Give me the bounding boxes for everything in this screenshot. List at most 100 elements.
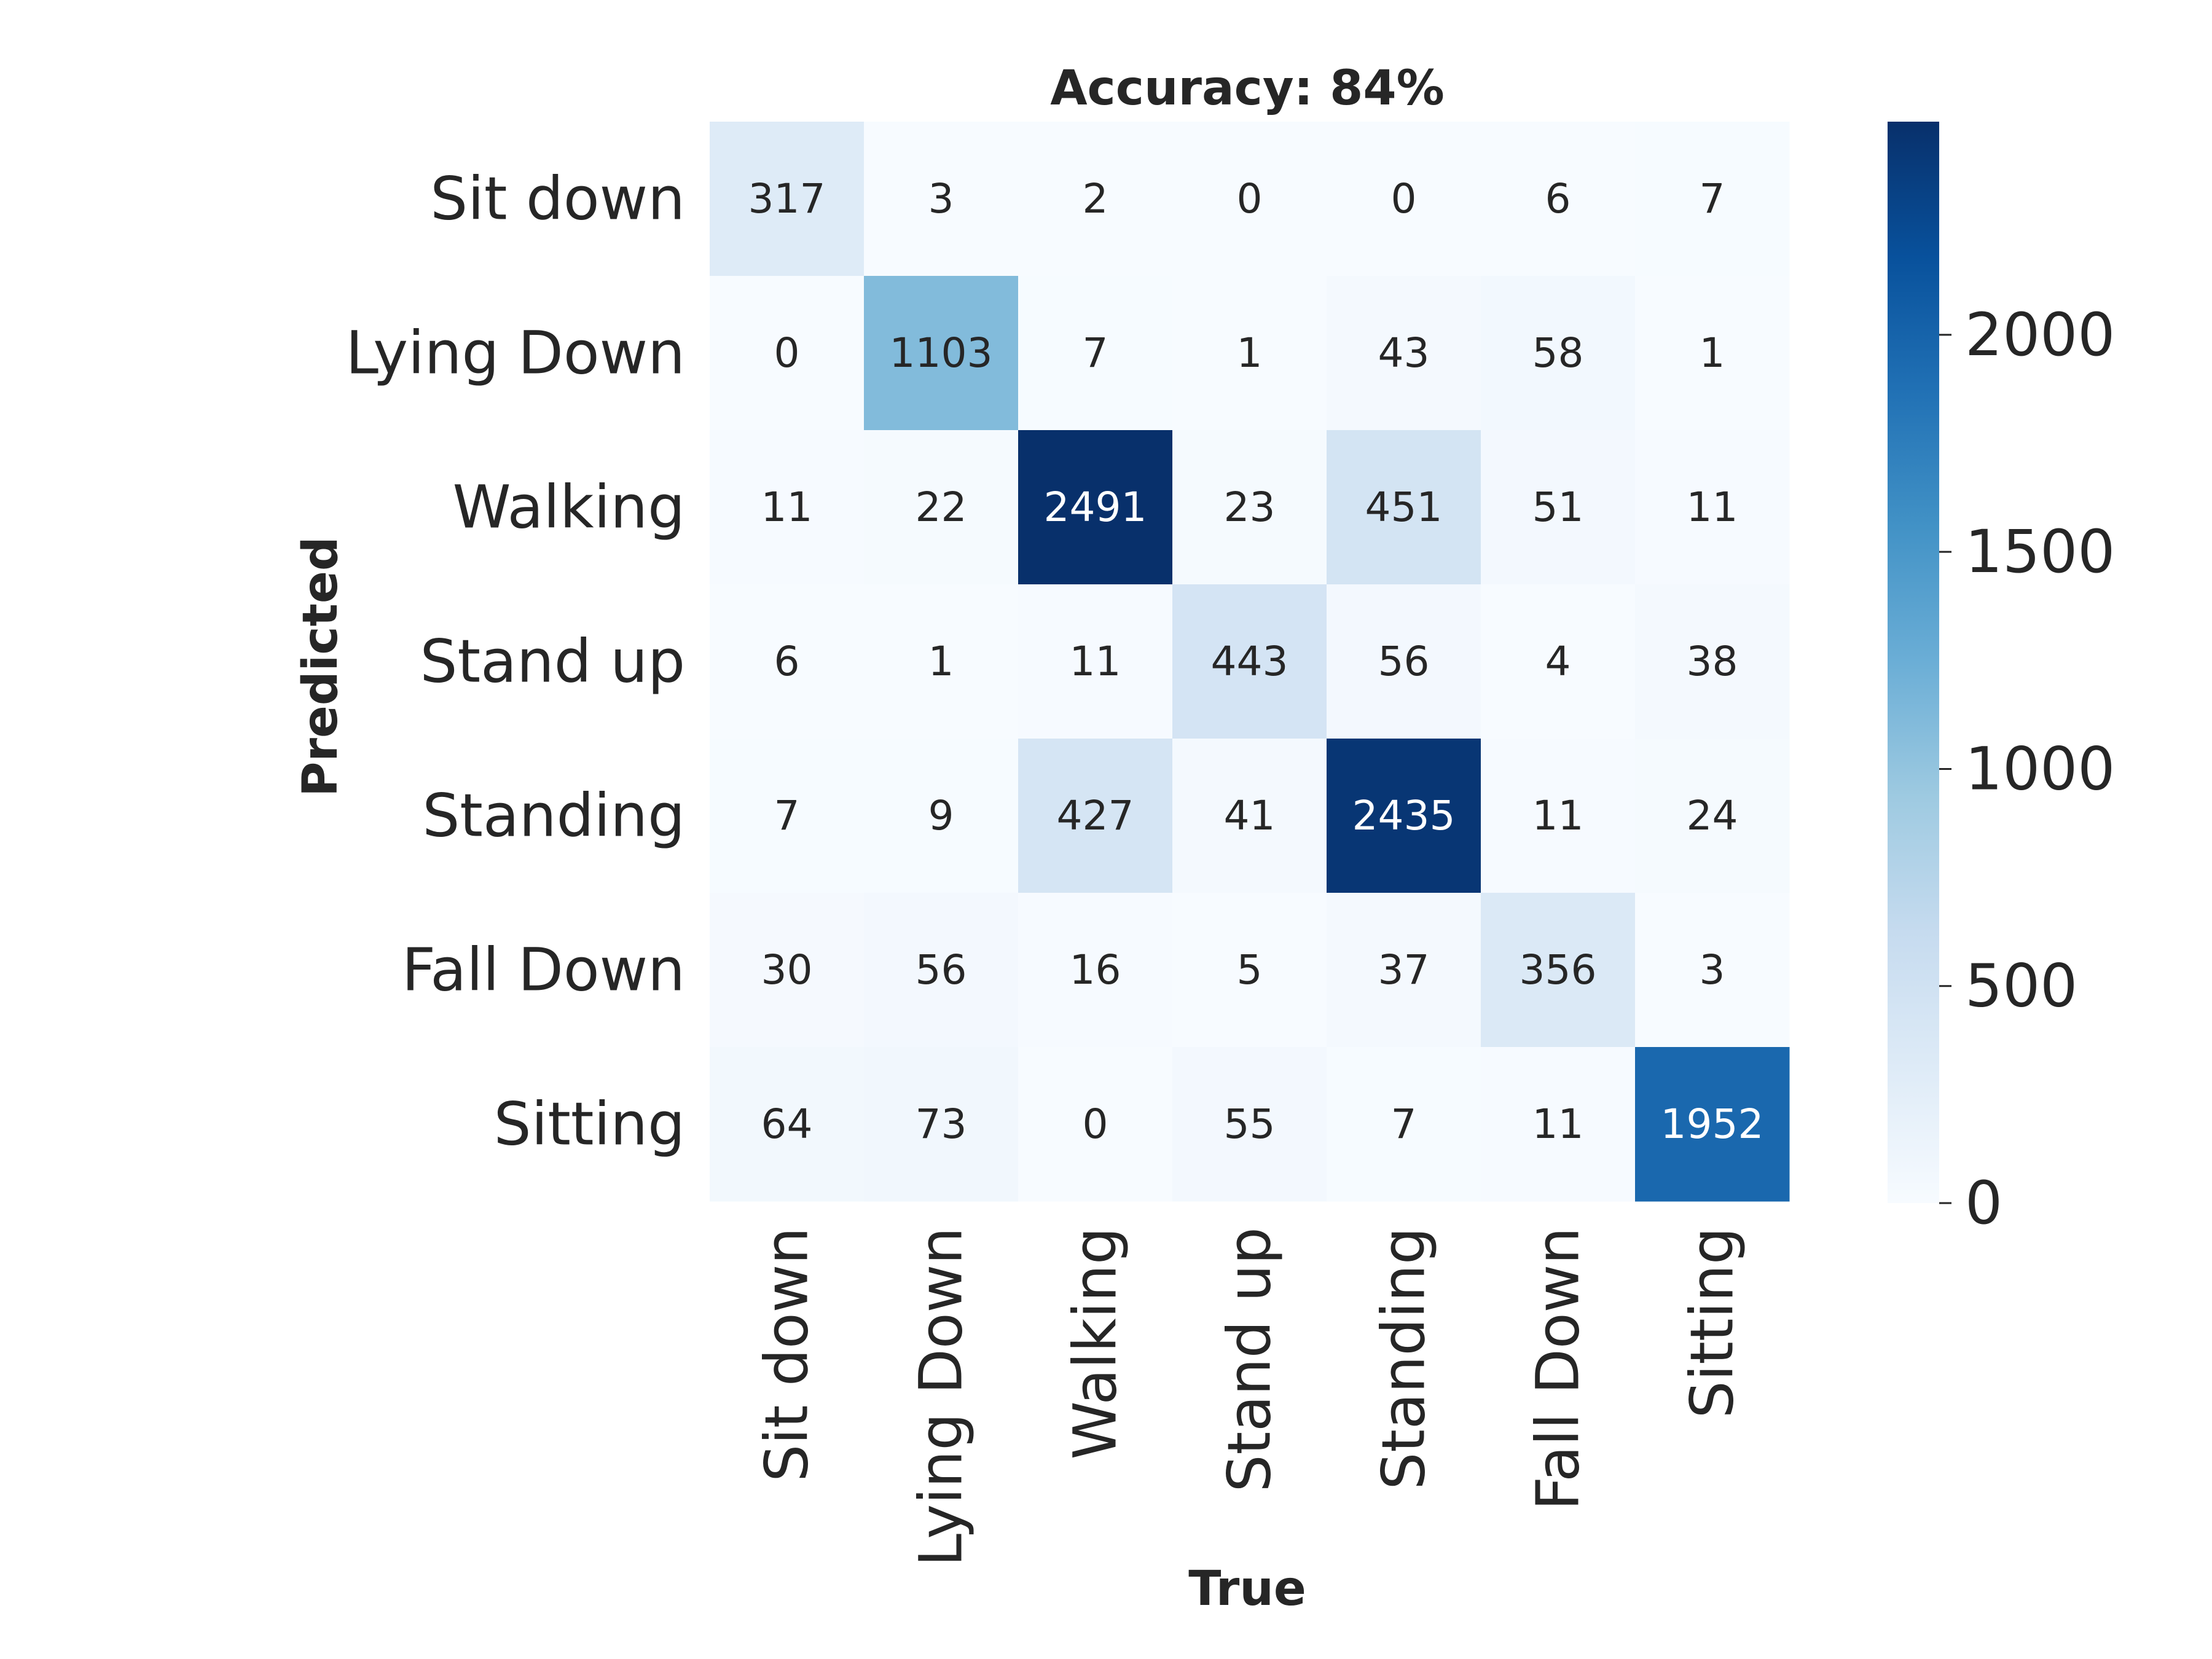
heatmap-cell bbox=[1327, 893, 1481, 1048]
heatmap-cell bbox=[1635, 430, 1790, 585]
cell-value-label: 427 bbox=[1057, 792, 1134, 839]
heatmap-cell bbox=[1327, 276, 1481, 431]
heatmap-cell bbox=[710, 1047, 865, 1202]
cell-value-label: 6 bbox=[1545, 175, 1571, 222]
cell-value-label: 51 bbox=[1532, 484, 1584, 531]
heatmap-cell bbox=[1172, 584, 1327, 739]
y-tick-label-walking: Walking bbox=[453, 473, 685, 542]
cell-value-label: 1952 bbox=[1661, 1100, 1764, 1148]
cell-value-label: 43 bbox=[1378, 329, 1430, 377]
heatmap-cell bbox=[1481, 1047, 1636, 1202]
heatmap-cell bbox=[710, 739, 865, 893]
heatmap-cell bbox=[1018, 276, 1173, 431]
heatmap-cell bbox=[710, 276, 865, 431]
heatmap-cell-labels: 317 3 2 0 0 6 70 1103 7 1 43 58 111 22 2491 23 451 51 116 1… bbox=[748, 175, 1764, 1148]
heatmap-cell bbox=[1018, 122, 1173, 276]
heatmap-cell bbox=[1172, 276, 1327, 431]
heatmap-cell bbox=[1635, 276, 1790, 431]
heatmap-cell bbox=[864, 739, 1019, 893]
cell-value-label: 7 bbox=[1391, 1100, 1417, 1148]
y-tick-label-fall-down: Fall Down bbox=[402, 936, 685, 1005]
x-tick-label-sitting: Sitting bbox=[1678, 1227, 1747, 1418]
heatmap-cell bbox=[1018, 430, 1173, 585]
heatmap-cell bbox=[864, 893, 1019, 1048]
cell-value-label: 11 bbox=[1532, 1100, 1584, 1148]
heatmap-cell bbox=[1635, 122, 1790, 276]
colorbar-tick-label: 1000 bbox=[1965, 734, 2115, 803]
cell-value-label: 1103 bbox=[890, 329, 993, 377]
cell-value-label: 451 bbox=[1365, 484, 1443, 531]
cell-value-label: 6 bbox=[774, 638, 800, 685]
heatmap-cell bbox=[864, 122, 1019, 276]
colorbar-gradient bbox=[1888, 122, 1939, 1203]
cell-value-label: 4 bbox=[1545, 638, 1571, 685]
colorbar-ticks: 0 500 1000 1500 2000 bbox=[1939, 300, 2115, 1237]
colorbar-tick-label: 0 bbox=[1965, 1169, 2002, 1237]
x-tick-label-walking: Walking bbox=[1061, 1227, 1130, 1459]
heatmap-cell bbox=[1481, 584, 1636, 739]
cell-value-label: 24 bbox=[1687, 792, 1738, 839]
x-tick-label-stand-up: Stand up bbox=[1215, 1227, 1284, 1492]
heatmap-cell bbox=[1635, 893, 1790, 1048]
heatmap-cell bbox=[1172, 430, 1327, 585]
cell-value-label: 23 bbox=[1224, 484, 1276, 531]
cell-value-label: 22 bbox=[916, 484, 967, 531]
heatmap-cell bbox=[1172, 739, 1327, 893]
heatmap-cell bbox=[1481, 430, 1636, 585]
cell-value-label: 16 bbox=[1070, 946, 1121, 994]
cell-value-label: 1 bbox=[928, 638, 954, 685]
cell-value-label: 38 bbox=[1687, 638, 1738, 685]
heatmap-cell bbox=[1327, 584, 1481, 739]
x-axis-label: True bbox=[1188, 1561, 1306, 1617]
x-tick-labels: Sit down Lying Down Walking Stand up Standin… bbox=[753, 1227, 1747, 1566]
colorbar-tick-label: 2000 bbox=[1965, 300, 2115, 369]
cell-value-label: 30 bbox=[761, 946, 813, 994]
y-axis-label: Predicted bbox=[293, 536, 348, 796]
heatmap-cell bbox=[710, 122, 865, 276]
heatmap-cell bbox=[864, 430, 1019, 585]
heatmap-cell bbox=[864, 276, 1019, 431]
heatmap-cell bbox=[1481, 276, 1636, 431]
y-tick-labels: Sit down Lying Down Walking Stand up Standin… bbox=[346, 165, 685, 1159]
heatmap-cell bbox=[1018, 893, 1173, 1048]
heatmap-cell bbox=[1481, 893, 1636, 1048]
cell-value-label: 56 bbox=[1378, 638, 1430, 685]
cell-value-label: 1 bbox=[1700, 329, 1725, 377]
heatmap-cell bbox=[1635, 739, 1790, 893]
cell-value-label: 0 bbox=[1083, 1100, 1108, 1148]
cell-value-label: 7 bbox=[1700, 175, 1725, 222]
cell-value-label: 1 bbox=[1237, 329, 1263, 377]
cell-value-label: 0 bbox=[1391, 175, 1417, 222]
cell-value-label: 3 bbox=[928, 175, 954, 222]
heatmap-cell bbox=[1327, 1047, 1481, 1202]
cell-value-label: 356 bbox=[1520, 946, 1597, 994]
y-tick-label-sit-down: Sit down bbox=[430, 165, 685, 233]
cell-value-label: 11 bbox=[1532, 792, 1584, 839]
y-tick-label-sitting: Sitting bbox=[494, 1090, 685, 1159]
heatmap-cell bbox=[1172, 122, 1327, 276]
x-tick-label-sit-down: Sit down bbox=[753, 1227, 822, 1482]
heatmap-cell bbox=[1635, 584, 1790, 739]
x-tick-label-lying-down: Lying Down bbox=[907, 1227, 976, 1566]
cell-value-label: 37 bbox=[1378, 946, 1430, 994]
y-tick-label-lying-down: Lying Down bbox=[346, 319, 685, 388]
heatmap-cell bbox=[1172, 1047, 1327, 1202]
heatmap-cell bbox=[1635, 1047, 1790, 1202]
heatmap-cell bbox=[1327, 739, 1481, 893]
cell-value-label: 3 bbox=[1700, 946, 1725, 994]
cell-value-label: 2435 bbox=[1352, 792, 1456, 839]
y-tick-label-standing: Standing bbox=[422, 782, 685, 850]
chart-title: Accuracy: 84% bbox=[1050, 61, 1445, 116]
heatmap-cell bbox=[710, 584, 865, 739]
cell-value-label: 317 bbox=[748, 175, 826, 222]
cell-value-label: 41 bbox=[1224, 792, 1276, 839]
x-tick-label-standing: Standing bbox=[1370, 1227, 1438, 1490]
cell-value-label: 2491 bbox=[1044, 484, 1147, 531]
heatmap-cell bbox=[1327, 430, 1481, 585]
heatmap-cells bbox=[710, 122, 1790, 1202]
cell-value-label: 56 bbox=[916, 946, 967, 994]
cell-value-label: 11 bbox=[1070, 638, 1121, 685]
cell-value-label: 0 bbox=[1237, 175, 1263, 222]
heatmap-cell bbox=[864, 1047, 1019, 1202]
